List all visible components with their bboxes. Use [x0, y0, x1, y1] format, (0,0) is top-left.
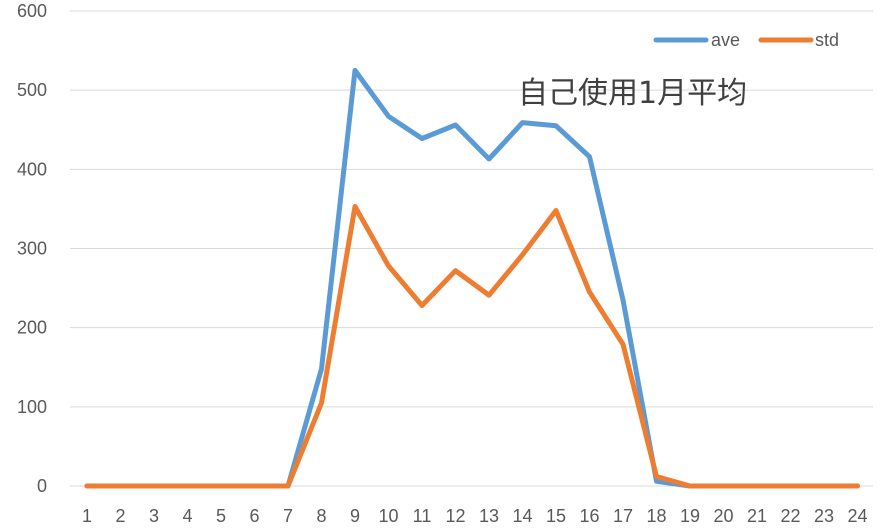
- y-tick-label: 500: [17, 80, 47, 100]
- x-tick-label: 8: [316, 506, 326, 526]
- legend: ave std: [653, 30, 839, 50]
- x-axis-tick-labels: 1 2 3 4 5 6 7 8 9 10 11 12 13 14 15 16 17 18 19 20 21 22 23 24: [82, 506, 868, 526]
- x-tick-label: 17: [613, 506, 633, 526]
- x-tick-label: 1: [82, 506, 92, 526]
- series-line-ave: [84, 67, 860, 489]
- legend-label-ave: ave: [711, 30, 740, 50]
- x-tick-label: 3: [149, 506, 159, 526]
- x-tick-label: 20: [713, 506, 733, 526]
- x-tick-label: 23: [814, 506, 834, 526]
- y-tick-label: 100: [17, 397, 47, 417]
- y-tick-label: 400: [17, 159, 47, 179]
- x-tick-label: 6: [249, 506, 259, 526]
- x-tick-label: 18: [646, 506, 666, 526]
- x-tick-label: 7: [283, 506, 293, 526]
- y-tick-label: 0: [37, 476, 47, 496]
- x-tick-label: 14: [512, 506, 532, 526]
- x-tick-label: 11: [413, 506, 432, 526]
- x-tick-label: 12: [445, 506, 465, 526]
- x-tick-label: 9: [350, 506, 360, 526]
- gridlines: [70, 10, 873, 487]
- y-tick-label: 200: [17, 318, 47, 338]
- legend-label-std: std: [815, 30, 839, 50]
- y-tick-label: 300: [17, 239, 47, 259]
- x-tick-label: 4: [182, 506, 192, 526]
- series-line-std: [84, 204, 860, 489]
- series-lines: [84, 67, 860, 489]
- x-tick-label: 24: [847, 506, 867, 526]
- x-tick-label: 19: [680, 506, 700, 526]
- y-axis-tick-labels: 0 100 200 300 400 500 600: [17, 1, 47, 496]
- x-tick-label: 10: [378, 506, 398, 526]
- x-tick-label: 22: [780, 506, 800, 526]
- y-tick-label: 600: [17, 1, 47, 21]
- x-tick-label: 13: [479, 506, 499, 526]
- x-tick-label: 15: [546, 506, 566, 526]
- x-tick-label: 5: [216, 506, 226, 526]
- x-tick-label: 16: [579, 506, 599, 526]
- chart-annotation: 自己使用1月平均: [518, 76, 747, 111]
- x-tick-label: 2: [115, 506, 125, 526]
- x-tick-label: 21: [747, 506, 767, 526]
